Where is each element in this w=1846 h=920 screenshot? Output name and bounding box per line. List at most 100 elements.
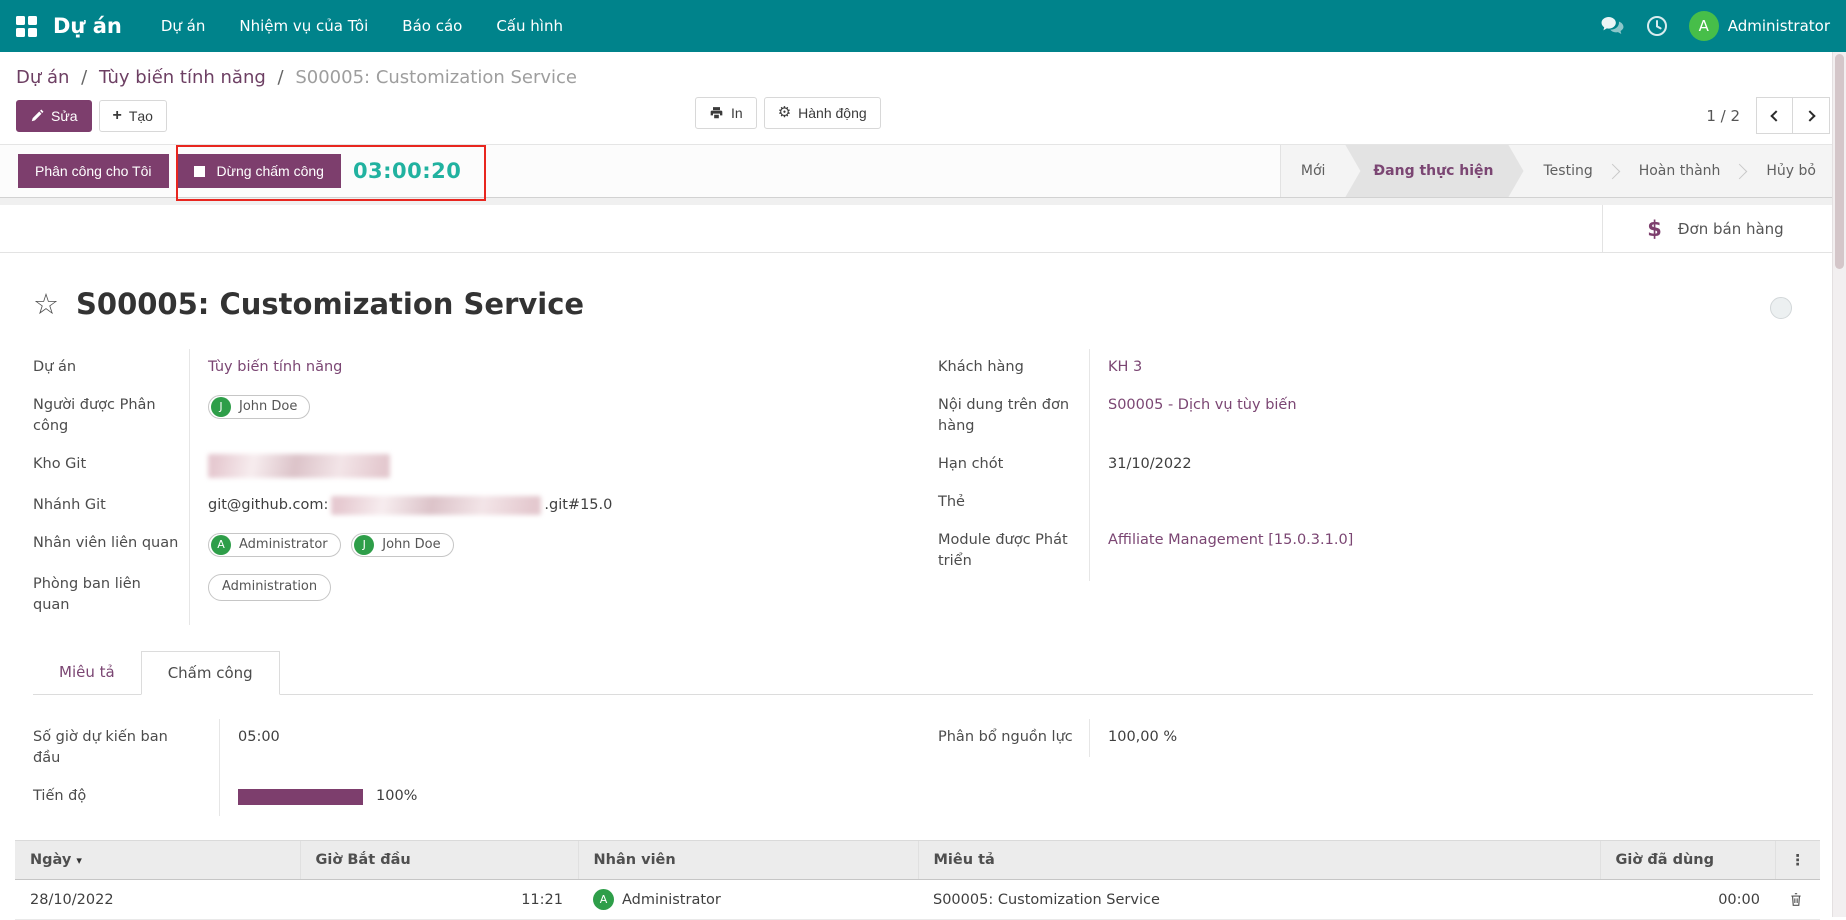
chevron-right-icon — [1803, 109, 1816, 122]
avatar: A — [211, 535, 231, 556]
avatar: J — [354, 535, 375, 556]
column-header-date[interactable]: Ngày ▾ — [15, 840, 300, 881]
app-brand[interactable]: Dự án — [53, 14, 122, 38]
pager-counter: 1 / 2 — [1706, 106, 1740, 125]
field-label-related-employees: Nhân viên liên quan — [33, 525, 190, 567]
title-row: ☆ S00005: Customization Service — [33, 287, 1813, 321]
pager-previous-button[interactable] — [1756, 97, 1793, 134]
plus-icon: + — [112, 106, 122, 124]
sale-order-smart-button[interactable]: $ Đơn bán hàng — [1602, 205, 1828, 252]
user-avatar: A — [1688, 11, 1719, 41]
stop-icon — [193, 165, 205, 177]
actions-row: Sửa + Tạo In ⚙ Hành động 1 / 2 — [0, 90, 1846, 144]
field-label-assignee: Người được Phân công — [33, 387, 190, 447]
column-header-employee[interactable]: Nhân viên — [577, 840, 918, 881]
cell-date[interactable]: 28/10/2022 — [15, 879, 300, 920]
stage-in-progress[interactable]: Đang thực hiện — [1345, 145, 1523, 197]
user-menu[interactable]: A Administrator — [1688, 11, 1830, 41]
field-label-tags: Thẻ — [938, 484, 1090, 523]
tab-row: Miêu tả Chấm công — [33, 651, 1813, 696]
tab-description[interactable]: Miêu tả — [59, 663, 115, 682]
printer-icon — [710, 107, 723, 119]
apps-grid-icon[interactable] — [16, 15, 37, 37]
timesheet-tab-content: Số giờ dự kiến ban đầu 05:00 Tiến độ 100… — [33, 695, 1813, 817]
stage-done[interactable]: Hoàn thành — [1638, 163, 1721, 179]
breadcrumb-project-name[interactable]: Tùy biến tính năng — [98, 67, 266, 88]
breadcrumb: Dự án / Tùy biến tính năng / S00005: Cus… — [0, 52, 1846, 90]
department-tag: Administration — [208, 574, 332, 601]
action-menu-button[interactable]: ⚙ Hành động — [763, 97, 881, 129]
field-value-module[interactable]: Affiliate Management [15.0.3.1.0] — [1108, 532, 1354, 549]
delete-row-icon[interactable] — [1789, 892, 1803, 907]
progress-value: 100% — [376, 788, 418, 805]
edit-button[interactable]: Sửa — [16, 99, 92, 132]
cell-employee[interactable]: A Administrator — [578, 879, 918, 920]
employee-tag: A Administrator — [208, 533, 341, 558]
create-button[interactable]: + Tạo — [98, 99, 167, 132]
field-value-allocation: 100,00 % — [1108, 729, 1178, 746]
pencil-icon — [31, 109, 44, 121]
pager-next-button[interactable] — [1793, 97, 1830, 134]
column-header-duration[interactable]: Giờ đã dùng — [1599, 840, 1775, 881]
column-header-start[interactable]: Giờ Bắt đầu — [299, 840, 578, 881]
field-label-git-branch: Nhánh Git — [33, 487, 190, 526]
button-box: $ Đơn bán hàng — [0, 205, 1846, 253]
form-sheet: $ Đơn bán hàng ☆ S00005: Customization S… — [0, 205, 1846, 920]
messages-icon[interactable] — [1601, 14, 1625, 38]
cell-start[interactable]: 11:21 — [300, 879, 578, 920]
field-label-project: Dự án — [33, 349, 190, 388]
pager: 1 / 2 — [1706, 97, 1830, 134]
favorite-star-icon[interactable]: ☆ — [33, 286, 59, 321]
employee-tag: J John Doe — [351, 533, 454, 558]
print-button[interactable]: In — [695, 97, 757, 129]
field-group-right: Khách hàng KH 3 Nội dung trên đơn hàng S… — [938, 349, 1583, 625]
field-value-customer[interactable]: KH 3 — [1108, 359, 1143, 375]
kanban-state-icon[interactable] — [1770, 297, 1792, 319]
field-label-sale-line: Nội dung trên đơn hàng — [938, 387, 1090, 447]
field-value-sale-line[interactable]: S00005 - Dịch vụ tùy biến — [1108, 397, 1297, 414]
breadcrumb-project[interactable]: Dự án — [16, 67, 70, 88]
sheet-background-gap — [0, 198, 1846, 205]
stage-new[interactable]: Mới — [1300, 163, 1326, 179]
cell-description[interactable]: S00005: Customization Service — [918, 879, 1600, 920]
tab-timesheet[interactable]: Chấm công — [140, 651, 280, 696]
redacted-value — [331, 496, 542, 516]
field-value-tags — [1090, 484, 1583, 522]
column-header-description[interactable]: Miêu tả — [917, 840, 1600, 881]
form-statusbar: Phân công cho Tôi Dừng chấm công 03:00:2… — [0, 144, 1846, 201]
field-label-related-department: Phòng ban liên quan — [33, 566, 190, 626]
field-label-module: Module được Phát triển — [938, 522, 1090, 582]
git-branch-suffix: .git#15.0 — [544, 497, 613, 514]
stop-timesheet-button[interactable]: Dừng chấm công — [176, 154, 341, 188]
task-title: S00005: Customization Service — [76, 287, 585, 321]
stage-cancelled[interactable]: Hủy bỏ — [1766, 163, 1816, 179]
gear-icon: ⚙ — [777, 104, 792, 121]
field-group-left: Dự án Tùy biến tính năng Người được Phân… — [33, 349, 893, 626]
chevron-left-icon — [1770, 109, 1782, 122]
dollar-icon: $ — [1647, 216, 1662, 241]
field-label-git-repo: Kho Git — [33, 446, 190, 488]
user-name: Administrator — [1727, 17, 1830, 35]
avatar: J — [211, 397, 231, 418]
field-value-project[interactable]: Tùy biến tính năng — [208, 359, 343, 375]
field-label-deadline: Hạn chót — [938, 446, 1090, 485]
field-value-planned-hours: 05:00 — [238, 729, 280, 746]
activity-clock-icon[interactable] — [1645, 14, 1669, 38]
cell-duration[interactable]: 00:00 — [1600, 879, 1775, 920]
field-label-progress: Tiến độ — [33, 778, 220, 817]
assign-to-me-button[interactable]: Phân công cho Tôi — [18, 154, 169, 188]
breadcrumb-separator: / — [81, 67, 88, 88]
field-label-planned-hours: Số giờ dự kiến ban đầu — [33, 719, 220, 779]
nav-item-reports[interactable]: Báo cáo — [402, 17, 463, 35]
redacted-value — [208, 454, 390, 479]
stage-testing[interactable]: Testing — [1543, 163, 1593, 179]
nav-item-config[interactable]: Cấu hình — [496, 17, 563, 35]
optional-columns-icon[interactable]: ⋮ — [1774, 840, 1820, 881]
nav-item-my-tasks[interactable]: Nhiệm vụ của Tôi — [239, 17, 369, 35]
timesheet-table: Ngày ▾ Giờ Bắt đầu Nhân viên Miêu tả Giờ … — [15, 840, 1820, 920]
field-value-deadline: 31/10/2022 — [1108, 456, 1192, 473]
timesheet-row[interactable]: 28/10/2022 11:21 A Administrator S00005:… — [15, 879, 1820, 920]
table-header-row: Ngày ▾ Giờ Bắt đầu Nhân viên Miêu tả Giờ … — [15, 840, 1820, 881]
nav-item-project[interactable]: Dự án — [160, 17, 206, 35]
scrollbar-thumb[interactable] — [1835, 54, 1844, 269]
